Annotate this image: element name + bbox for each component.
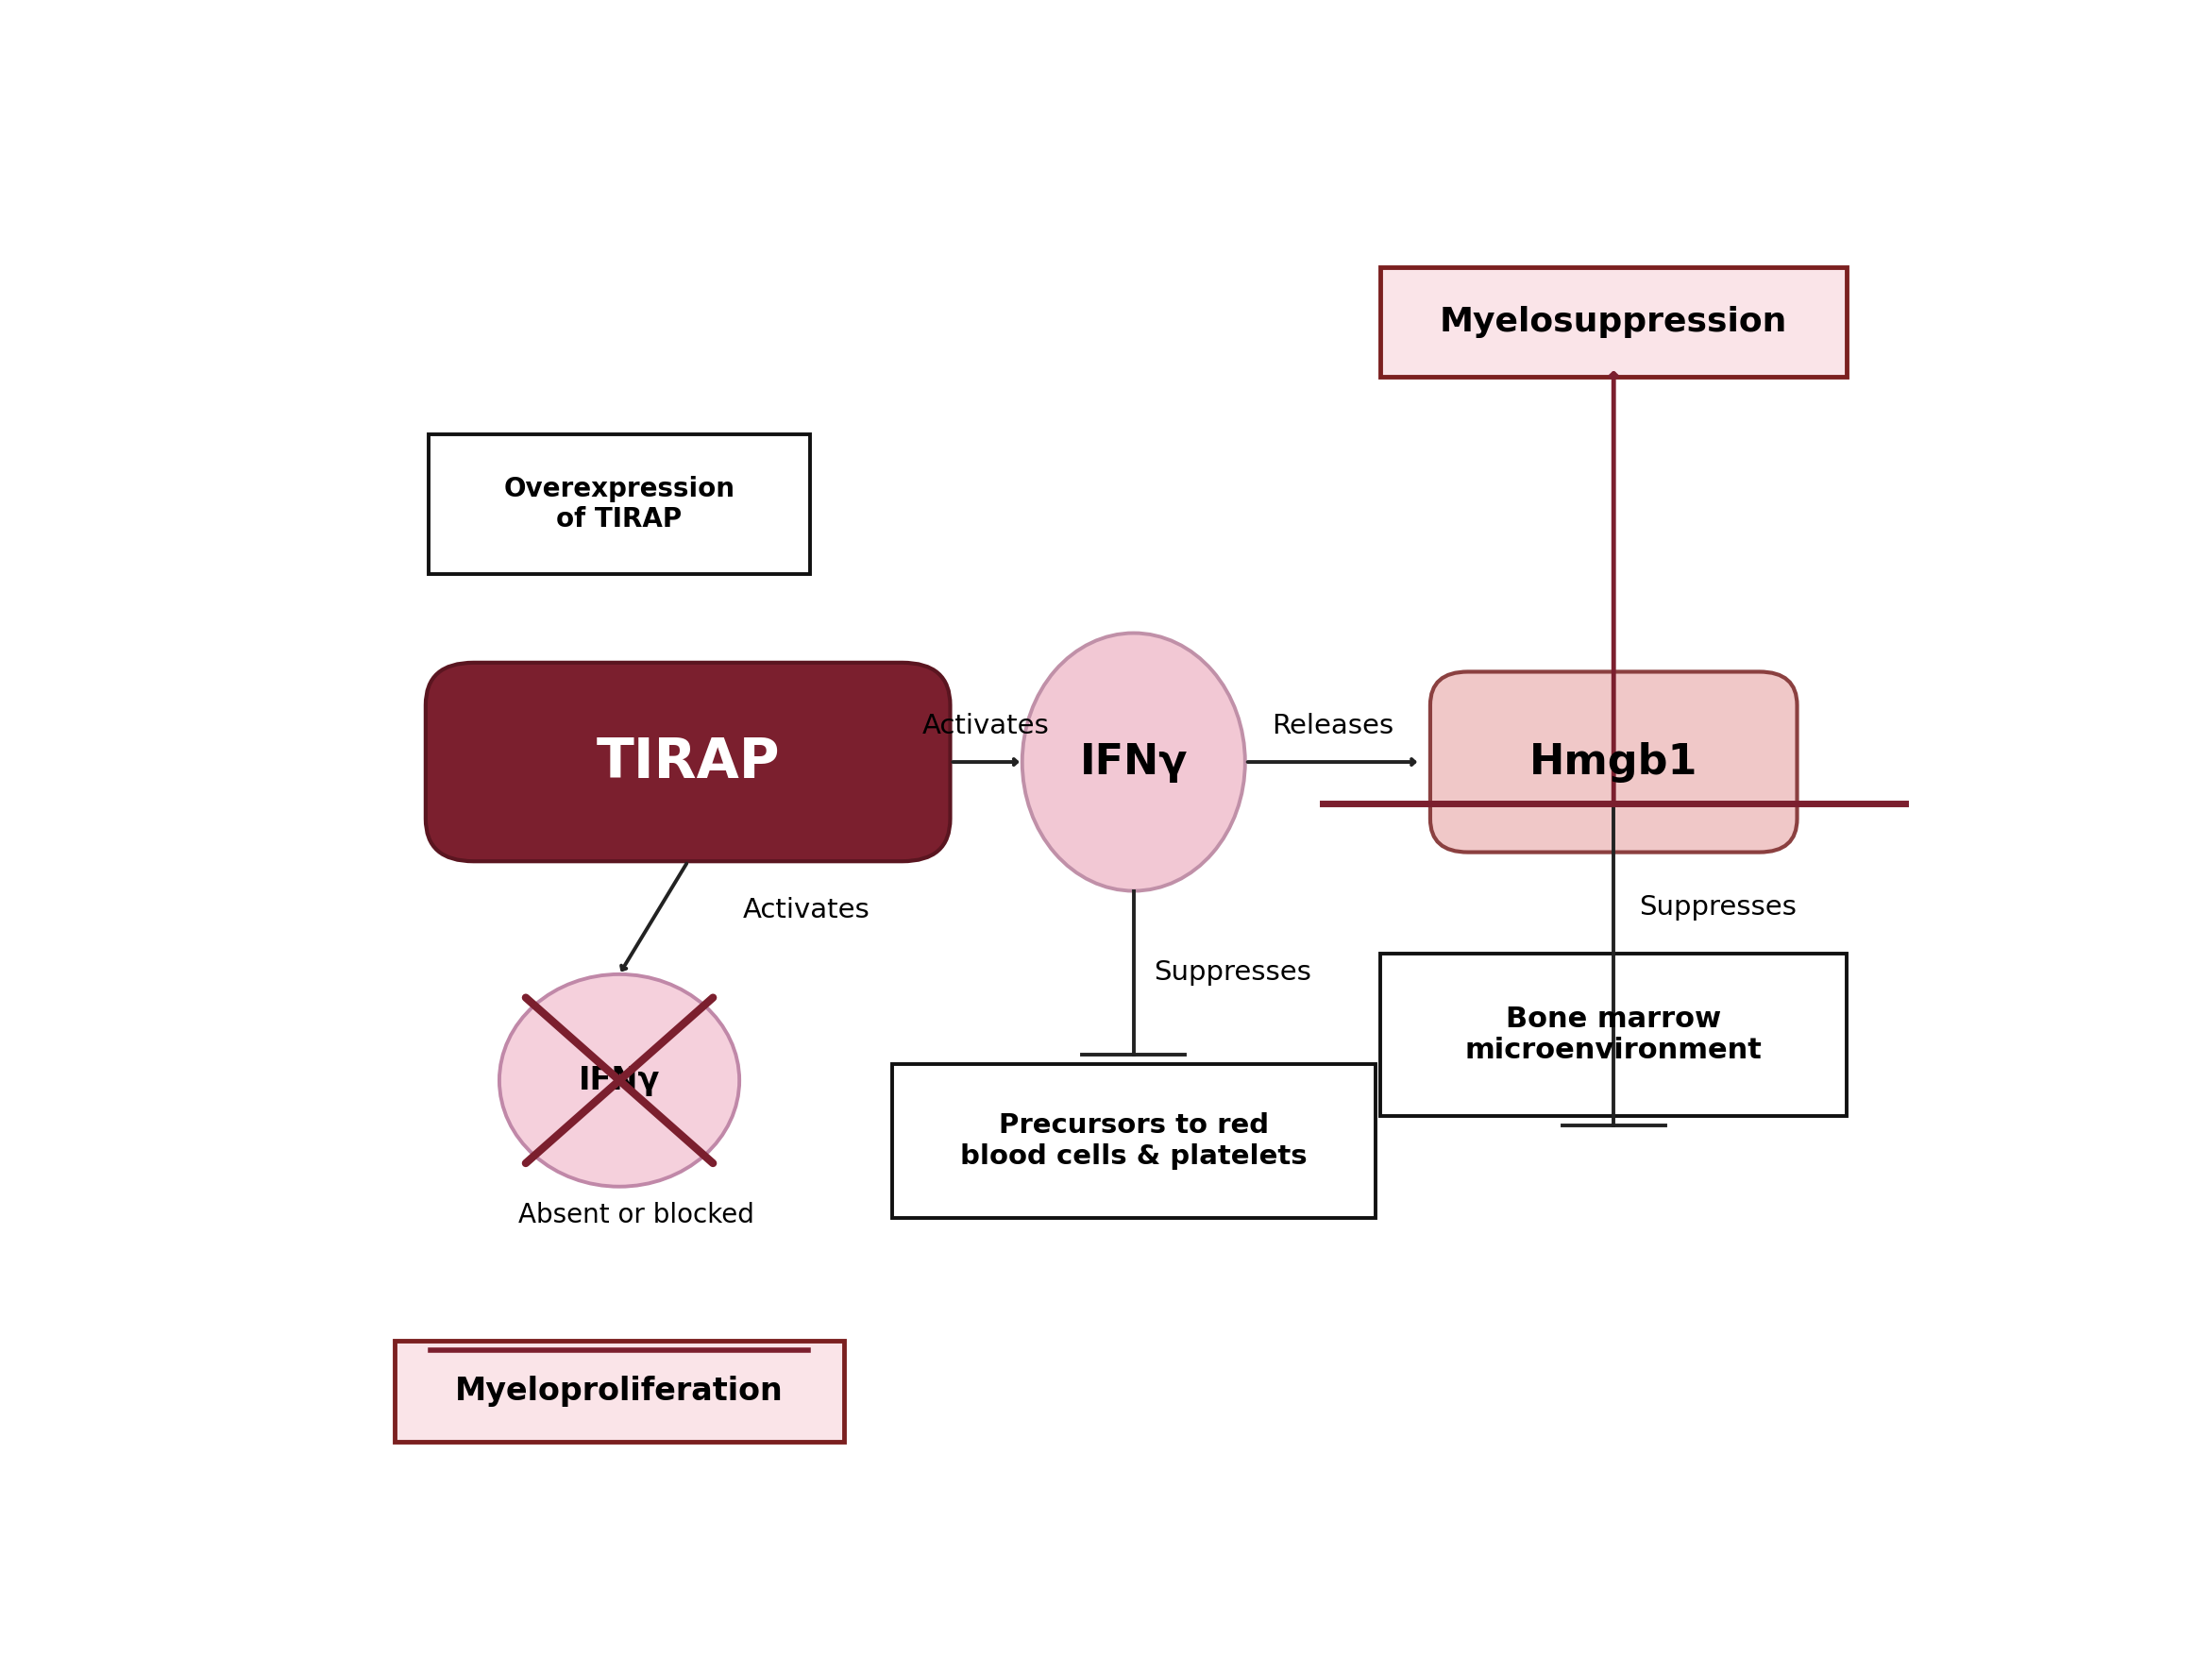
Text: Bone marrow
microenvironment: Bone marrow microenvironment (1464, 1006, 1763, 1065)
Text: TIRAP: TIRAP (595, 735, 781, 788)
FancyBboxPatch shape (429, 435, 810, 574)
FancyBboxPatch shape (425, 663, 951, 862)
FancyBboxPatch shape (394, 1341, 845, 1441)
Text: Activates: Activates (743, 897, 869, 924)
FancyBboxPatch shape (1380, 268, 1847, 377)
Ellipse shape (1022, 633, 1245, 891)
Text: Overexpression
of TIRAP: Overexpression of TIRAP (504, 475, 734, 532)
Text: Myeloproliferation: Myeloproliferation (456, 1376, 783, 1406)
FancyBboxPatch shape (891, 1063, 1376, 1219)
Text: Absent or blocked: Absent or blocked (518, 1202, 754, 1229)
Text: Hmgb1: Hmgb1 (1528, 742, 1699, 782)
Text: Suppresses: Suppresses (1639, 894, 1796, 921)
Text: Suppresses: Suppresses (1155, 959, 1312, 986)
FancyBboxPatch shape (1431, 671, 1796, 852)
Text: Myelosuppression: Myelosuppression (1440, 306, 1787, 338)
Text: IFNγ: IFNγ (1079, 742, 1188, 782)
FancyBboxPatch shape (1380, 954, 1847, 1117)
Text: Precursors to red
blood cells & platelets: Precursors to red blood cells & platelet… (960, 1113, 1307, 1170)
Text: Releases: Releases (1272, 713, 1394, 740)
Text: Activates: Activates (922, 713, 1051, 740)
Text: IFNγ: IFNγ (580, 1065, 659, 1096)
Ellipse shape (500, 974, 739, 1187)
